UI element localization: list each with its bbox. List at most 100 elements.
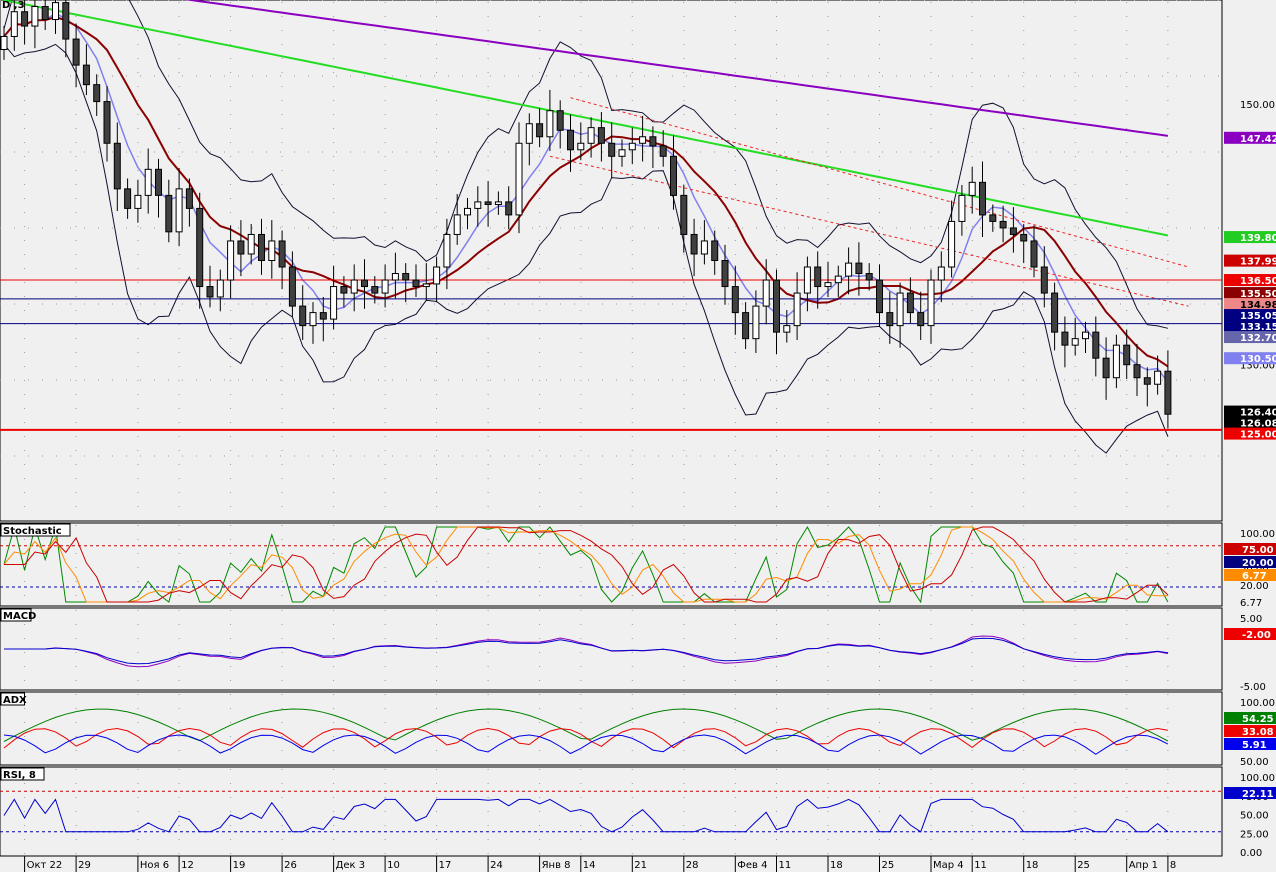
candle [185,178,193,227]
candle-body [639,136,647,144]
candle-body [680,194,688,235]
candle-body [659,145,667,157]
candle [670,135,677,210]
candle-body [525,123,533,144]
candle [546,89,554,152]
candle-body [165,194,173,233]
candle-body [82,64,90,86]
candle [1154,355,1162,395]
pane-price [0,0,1223,522]
candle-body [422,283,430,288]
candle [443,218,451,290]
current-box [1224,712,1276,724]
candle [134,179,142,223]
candle [773,269,780,355]
price-label-4: 135.50 [1224,287,1276,300]
macd-line [4,635,1168,668]
candle [474,186,482,227]
candle-body [62,2,70,40]
candle-body [247,233,255,255]
candle-body [1143,377,1151,385]
candle [649,126,657,169]
current-text: 33.08 [1242,727,1274,738]
time-label-3: 12 [181,860,194,871]
stoch-d-line [3,526,1168,603]
candle [319,296,327,342]
price-label-5: 134.98 [1224,298,1276,311]
candle-body [155,168,162,196]
candle-body [433,266,441,285]
time-label-21: 25 [1077,860,1090,871]
candle [391,252,399,299]
pane-title-text: Stochastic [3,526,62,537]
candle-body [567,129,574,151]
candle-body [834,275,842,284]
time-label-16: 18 [830,860,843,871]
price-label-box [1224,309,1276,322]
di-minus-line [3,734,1169,755]
candle [1071,317,1079,356]
candle-body [227,240,235,281]
current-box [1224,569,1276,581]
candle-body [381,279,389,294]
candle-body [1133,364,1141,379]
time-label-18: Мар 4 [933,860,964,871]
current-text: 22.11 [1242,789,1274,800]
candle-body [670,155,677,196]
candle [464,197,471,230]
candle-body [103,101,111,144]
tick-rsi-0: 100.00 [1240,773,1275,784]
candle [227,225,235,299]
candle [299,285,307,340]
price-label-text: 133.15 [1240,322,1276,333]
candle-body [309,312,317,327]
candle [62,0,70,58]
time-label-17: 25 [882,860,895,871]
candle [72,23,80,88]
candle-body [134,194,142,209]
candle-body [175,188,183,233]
candle-body [361,279,368,288]
candle-body [546,110,554,138]
candle-body [484,201,492,205]
candle-body [989,214,997,222]
candle [381,264,389,308]
candle [1051,282,1059,351]
candle-body [505,201,513,216]
candle-body [144,168,152,196]
sma-long-line [184,0,1169,137]
candle [82,44,90,96]
candle [216,269,224,312]
time-label-10: Янв 8 [542,860,571,871]
current-adx-2: 5.91 [1224,738,1276,751]
time-label-14: Фев 4 [737,860,767,871]
candle-body [1123,344,1131,366]
candle-body [597,127,605,144]
candle [700,220,708,265]
candle-body [618,149,626,157]
candle-body [587,127,595,144]
candle [258,218,265,275]
candle [845,247,853,295]
candle [1009,207,1017,253]
candle [247,224,255,265]
candle-body [608,142,616,157]
candle-body [1164,370,1172,415]
price-tick-1: 130.00 [1240,361,1275,372]
candle [268,220,276,279]
pane-title-stoch: Stochastic [0,523,71,537]
tick-adx-1: 50.00 [1240,757,1269,768]
candle-body [371,286,379,294]
tick-stoch-3: 20.00 [1240,581,1269,592]
candle [906,277,914,324]
candle [165,179,173,243]
price-label-text: 132.70 [1240,333,1276,344]
current-box [1224,738,1276,750]
time-label-23: 8 [1170,860,1176,871]
candle-body [113,142,121,190]
candle-body [1082,331,1089,340]
price-label-text: 137.99 [1240,257,1276,268]
candle-body [474,201,482,209]
candle [783,309,791,343]
